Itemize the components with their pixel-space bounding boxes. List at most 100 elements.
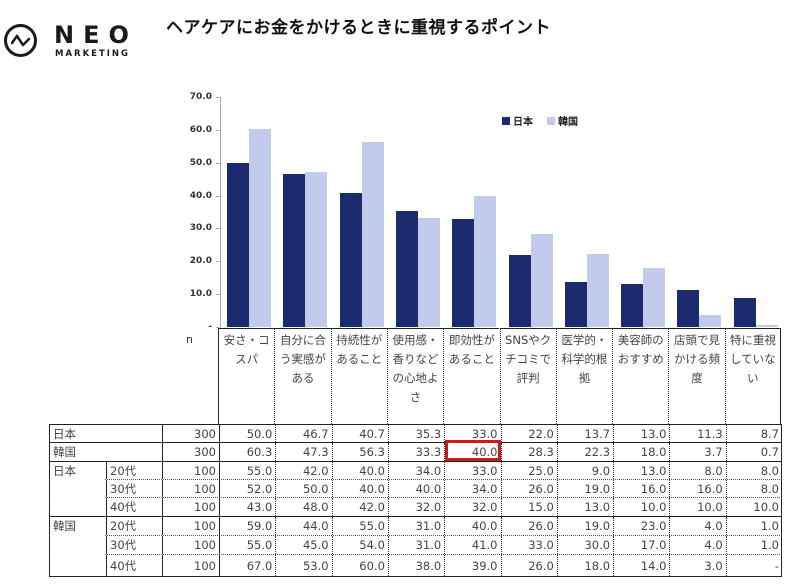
row-value: 60.3 [219, 443, 275, 461]
row-value: 3.7 [669, 443, 725, 461]
highlight-box [445, 440, 501, 461]
bar-japan [283, 173, 306, 327]
row-value: 33.0 [500, 536, 557, 554]
column-header: 安さ・コ スパ [218, 328, 275, 424]
row-n-value: 100 [162, 517, 219, 535]
y-tick-mark [216, 228, 220, 230]
row-value: 31.0 [387, 517, 444, 535]
bar-chart: 日本 韓国 - 10.0 20.0 30.0 40.0 50.0 60.0 70.0 [189, 92, 778, 332]
row-value: 44.0 [275, 517, 331, 535]
row-value: 22.3 [556, 443, 613, 461]
row-value: 32.0 [444, 498, 500, 516]
row-value: 4.0 [669, 517, 725, 535]
bar-korea [474, 195, 497, 327]
row-value: 50.0 [275, 480, 331, 497]
legend-swatch-icon [547, 116, 555, 125]
row-value: 33.3 [387, 443, 444, 461]
bar-japan [621, 284, 644, 327]
bar-japan [677, 289, 700, 327]
bar-korea [530, 234, 553, 327]
bar-japan [395, 211, 418, 327]
logo: NEO MARKETING [4, 22, 134, 62]
row-value: 55.0 [219, 462, 275, 479]
table-row: 30代 100 52.0 50.0 40.0 40.0 34.0 26.0 19.0 16.0 16… [49, 479, 782, 497]
column-header: 即効性が あること [443, 328, 500, 424]
y-tick-mark [216, 294, 220, 296]
row-value: 30.0 [556, 536, 613, 554]
row-value: 16.0 [669, 480, 725, 497]
bar-korea [699, 314, 722, 327]
y-tick-mark [216, 162, 220, 164]
row-value: 10.0 [669, 498, 725, 516]
group-merge-cover [51, 478, 105, 481]
logo-subtitle: MARKETING [55, 49, 131, 59]
row-value: 35.3 [387, 425, 444, 442]
row-value: 40.0 [444, 517, 500, 535]
row-group-label: 日本 [53, 426, 76, 441]
row-age-label: 40代 [106, 498, 162, 516]
row-group-label: 韓国 [53, 519, 76, 533]
table-row: 30代 100 55.0 45.0 54.0 31.0 41.0 33.0 30.0 17.0 4.… [49, 535, 782, 554]
n-column-label: n [186, 333, 193, 346]
legend-swatch-icon [502, 116, 510, 125]
bar-japan [339, 193, 362, 327]
row-value: 33.0 [444, 425, 500, 442]
y-tick-label: 50.0 [189, 157, 212, 168]
row-n-value: 100 [162, 480, 219, 497]
row-value: 13.7 [556, 425, 613, 442]
row-n-value: 300 [162, 425, 219, 442]
row-value: 55.0 [331, 517, 388, 535]
legend-item-japan: 日本 [502, 113, 533, 128]
y-axis [220, 97, 221, 327]
row-value: 54.0 [331, 536, 388, 554]
y-tick-label: 20.0 [189, 256, 212, 267]
row-value: 59.0 [219, 517, 275, 535]
row-group-label [50, 555, 106, 576]
row-value: 45.0 [275, 536, 331, 554]
row-value: 26.0 [500, 517, 557, 535]
row-value: 55.0 [219, 536, 275, 554]
y-tick-mark [216, 195, 220, 197]
row-value: 56.3 [331, 443, 388, 461]
row-value: 3.0 [669, 555, 725, 576]
column-header: SNSやク チコミで 評判 [499, 328, 556, 424]
column-header: 特に重視 していない [724, 328, 781, 424]
column-header: 美容師の おすすめ [612, 328, 669, 424]
row-value: 46.7 [275, 425, 331, 442]
row-value: 0.7 [725, 443, 782, 461]
row-value: 47.3 [275, 443, 331, 461]
row-age-label: 20代 [106, 517, 162, 535]
chart-title: ヘアケアにお金をかけるときに重視するポイント [166, 18, 551, 38]
bar-japan [227, 162, 249, 327]
row-value: 26.0 [500, 480, 557, 497]
wave-circle-icon [4, 24, 37, 57]
bar-korea [417, 217, 440, 327]
row-n-value: 100 [162, 555, 219, 576]
row-value: 40.7 [331, 425, 388, 442]
row-value: 26.0 [500, 555, 557, 576]
row-value: 8.7 [725, 425, 782, 442]
row-value: 19.0 [556, 480, 613, 497]
row-group-label: 韓国 [53, 445, 76, 459]
y-tick-label: 40.0 [189, 190, 212, 201]
row-value: 40.0 [387, 480, 444, 497]
bar-japan [508, 254, 531, 327]
row-value: 18.0 [556, 555, 613, 576]
row-value: 42.0 [331, 498, 388, 516]
table-row: 日本 300 50.0 46.7 40.7 35.3 33.0 22.0 13.7 13.0 11.… [49, 424, 782, 442]
column-header: 使用感・ 香りなど の心地よさ [386, 328, 444, 424]
row-value: 8.0 [725, 462, 782, 479]
row-value: 40.0 [444, 443, 500, 461]
row-value: 67.0 [219, 555, 275, 576]
y-tick-mark [216, 97, 220, 98]
bar-japan [733, 298, 756, 327]
y-tick-label: 10.0 [189, 289, 212, 300]
y-tick-label: 70.0 [189, 92, 212, 102]
row-value: 40.0 [331, 480, 388, 497]
row-n-value: 300 [162, 443, 219, 461]
row-value: 52.0 [219, 480, 275, 497]
row-value: 4.0 [669, 536, 725, 554]
row-value: 9.0 [556, 462, 613, 479]
row-n-value: 100 [162, 498, 219, 516]
row-value: 17.0 [613, 536, 669, 554]
